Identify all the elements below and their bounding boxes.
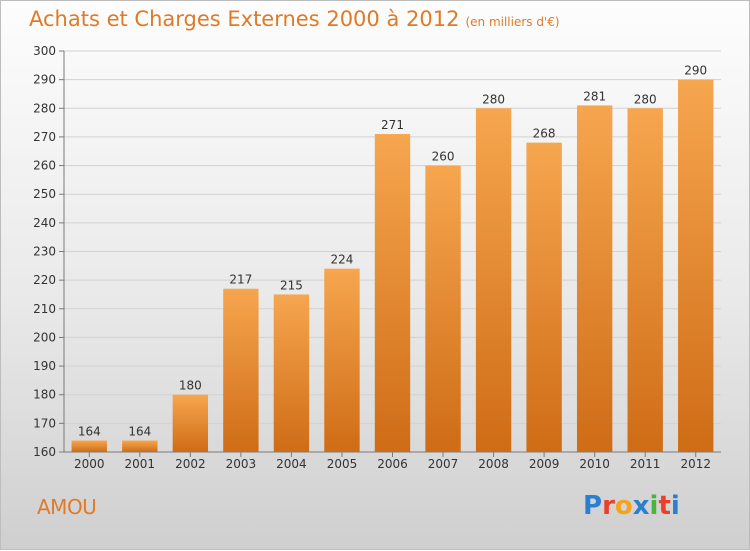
- proxiti-logo[interactable]: Proxiti: [583, 491, 680, 521]
- y-tick-label: 170: [33, 416, 56, 430]
- bar-value-label: 215: [280, 278, 303, 292]
- bar: [172, 394, 209, 452]
- bar: [374, 134, 411, 453]
- y-tick-label: 300: [33, 44, 56, 58]
- x-tick-label: 2000: [74, 457, 105, 471]
- bar: [627, 108, 663, 453]
- bar: [678, 79, 714, 453]
- x-tick-label: 2008: [478, 457, 509, 471]
- y-tick-label: 240: [33, 216, 56, 230]
- y-tick-label: 270: [33, 130, 56, 144]
- chart-title-text: Achats et Charges Externes 2000 à 2012: [29, 7, 460, 31]
- bar-value-label: 280: [482, 92, 505, 106]
- bars: [71, 79, 714, 453]
- bar-value-label: 164: [78, 425, 101, 439]
- bar-value-label: 271: [381, 118, 404, 132]
- logo-letter: r: [602, 491, 615, 521]
- bar-value-label: 281: [583, 89, 606, 103]
- y-tick-label: 200: [33, 330, 56, 344]
- logo-letter: x: [632, 491, 650, 521]
- logo-letter: P: [583, 491, 603, 521]
- bar-value-label: 164: [128, 425, 151, 439]
- y-tick-label: 280: [33, 101, 56, 115]
- x-tick-label: 2002: [175, 457, 206, 471]
- bar-value-label: 224: [331, 253, 354, 267]
- y-tick-label: 190: [33, 359, 56, 373]
- chart-unit: (en milliers d'€): [465, 15, 560, 29]
- bar-value-label: 280: [634, 92, 657, 106]
- bar-value-label: 268: [533, 127, 556, 141]
- commune-name: AMOU: [37, 495, 97, 519]
- logo-letter: t: [658, 491, 671, 521]
- bar-value-label: 260: [432, 150, 455, 164]
- y-tick-label: 220: [33, 273, 56, 287]
- x-tick-label: 2004: [276, 457, 307, 471]
- bar: [576, 105, 613, 453]
- chart-title: Achats et Charges Externes 2000 à 2012 (e…: [29, 7, 560, 31]
- bar: [475, 108, 512, 453]
- x-tick-label: 2009: [529, 457, 560, 471]
- bar: [324, 268, 360, 452]
- bar: [71, 440, 107, 452]
- y-tick-label: 180: [33, 388, 56, 402]
- y-tick-label: 290: [33, 73, 56, 87]
- y-tick-label: 250: [33, 187, 56, 201]
- bar-value-label: 180: [179, 379, 202, 393]
- bar: [425, 165, 461, 453]
- logo-letter: i: [670, 491, 680, 521]
- bar-value-label: 217: [229, 273, 252, 287]
- axes: 160 170 180 190 200 210 220 230 240 250 260 270 280 2…: [33, 44, 721, 471]
- x-tick-label: 2011: [630, 457, 661, 471]
- bar: [223, 288, 259, 452]
- y-tick-label: 260: [33, 159, 56, 173]
- bar: [273, 294, 310, 452]
- x-tick-label: 2012: [680, 457, 711, 471]
- x-tick-label: 2010: [579, 457, 610, 471]
- x-tick-label: 2005: [327, 457, 358, 471]
- y-tick-label: 210: [33, 302, 56, 316]
- bar-value-label: 290: [684, 64, 707, 78]
- bar: [526, 142, 562, 452]
- bar: [122, 440, 158, 452]
- logo-letter: o: [614, 491, 633, 521]
- y-tick-label: 230: [33, 245, 56, 259]
- x-tick-label: 2001: [125, 457, 156, 471]
- x-tick-label: 2003: [226, 457, 257, 471]
- y-tick-label: 160: [33, 445, 56, 459]
- logo-letter: i: [649, 491, 659, 521]
- x-tick-label: 2007: [428, 457, 459, 471]
- x-tick-label: 2006: [377, 457, 408, 471]
- data-labels: 164 164 180 217 215 224 271 260 280 268 281 280 290: [78, 64, 707, 439]
